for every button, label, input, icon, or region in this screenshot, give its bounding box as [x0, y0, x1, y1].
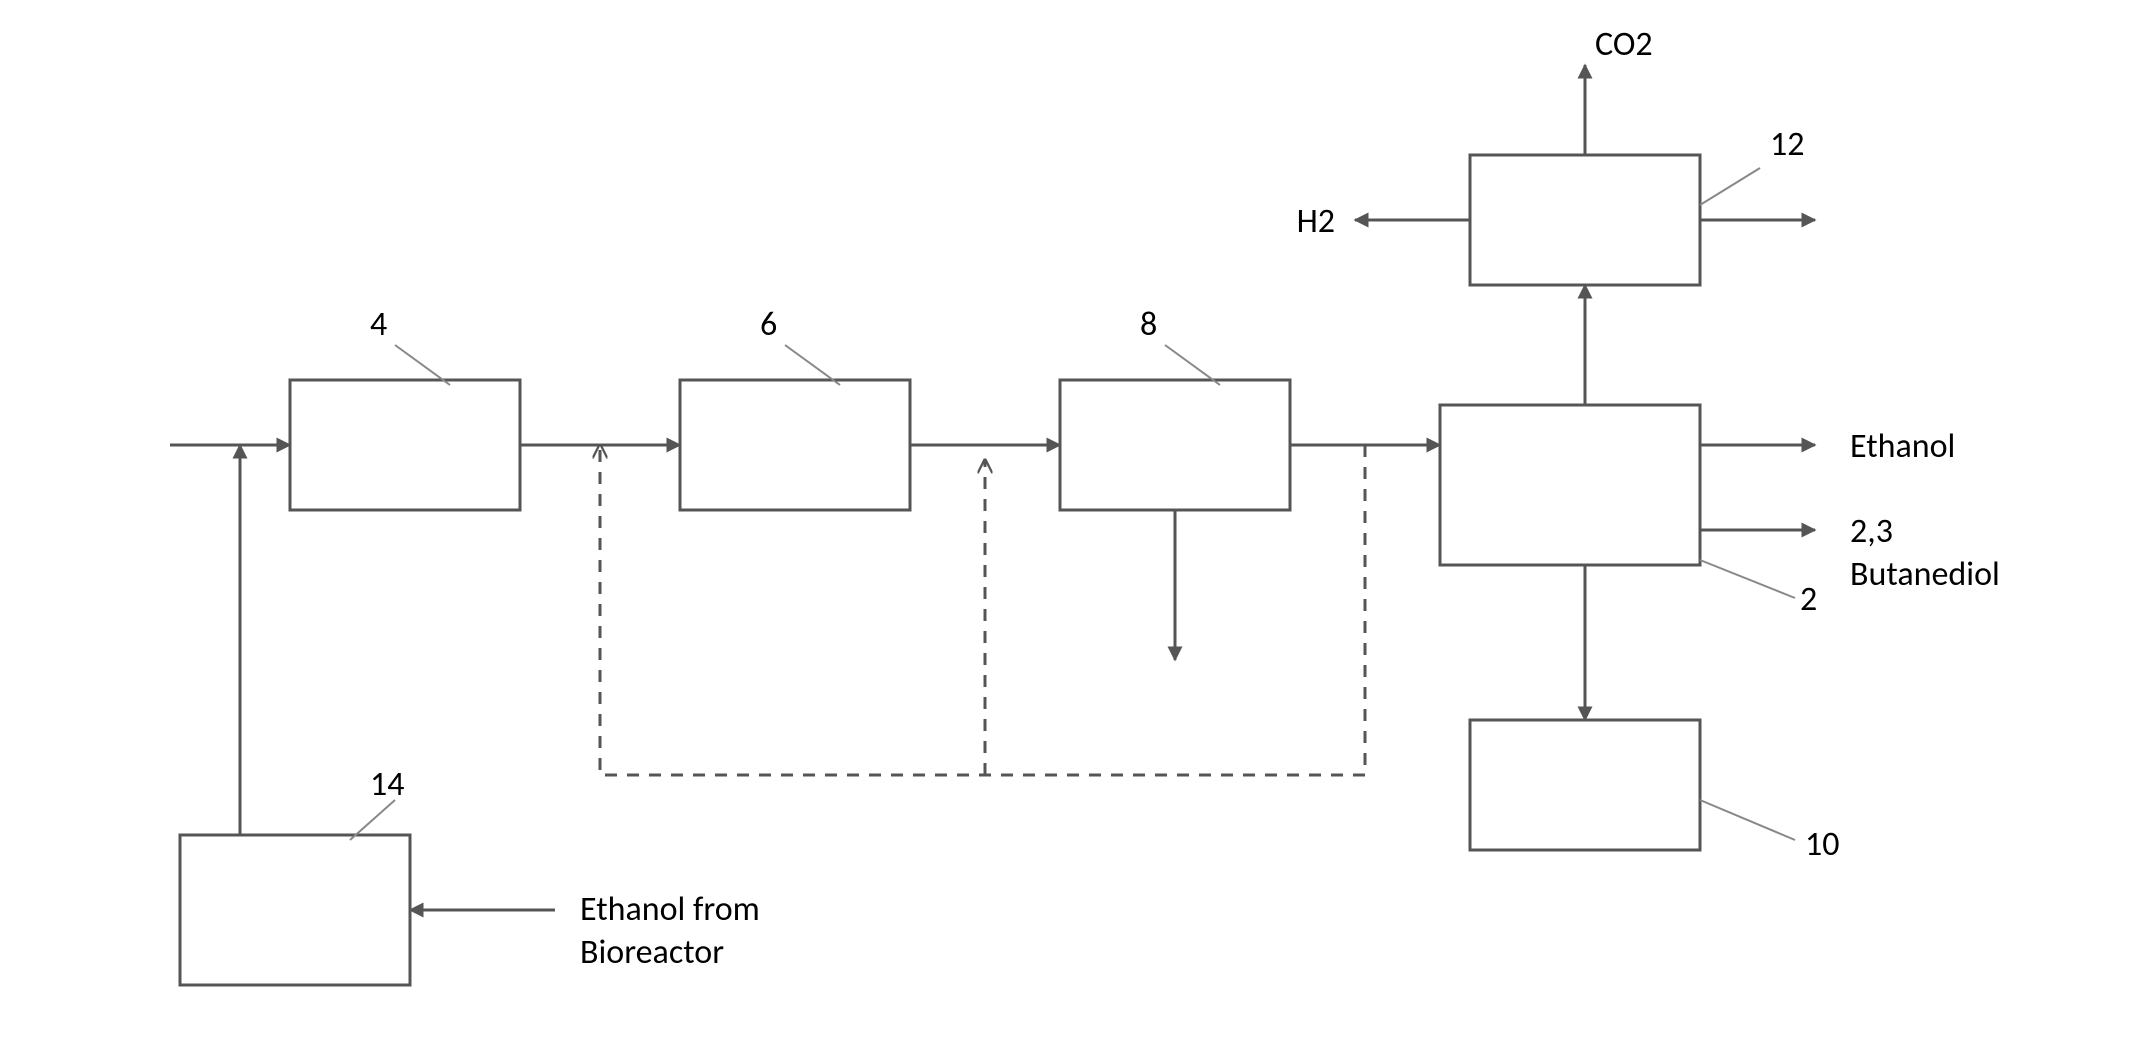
- node-n8: [1060, 380, 1290, 510]
- text-lbl_eth: Ethanol: [1850, 426, 1955, 467]
- node-label-n2: 2: [1800, 579, 1817, 620]
- node-n6: [680, 380, 910, 510]
- text-lbl_ethfrom1: Ethanol from: [580, 889, 760, 930]
- leader-n10: [1700, 800, 1795, 840]
- node-label-n6: 6: [760, 304, 777, 345]
- node-n10: [1470, 720, 1700, 850]
- node-label-n14: 14: [370, 764, 404, 805]
- leader-n2: [1700, 560, 1795, 598]
- text-lbl_bdo2: Butanediol: [1850, 554, 2000, 595]
- node-label-n10: 10: [1805, 824, 1839, 865]
- node-label-n4: 4: [370, 304, 387, 345]
- text-lbl_co2: CO2: [1595, 24, 1653, 65]
- node-label-n12: 12: [1770, 124, 1804, 165]
- node-label-n8: 8: [1140, 304, 1157, 345]
- text-lbl_h2: H2: [1297, 201, 1335, 242]
- node-n2: [1440, 405, 1700, 565]
- node-n4: [290, 380, 520, 510]
- text-lbl_ethfrom2: Bioreactor: [580, 932, 724, 973]
- node-n14: [180, 835, 410, 985]
- node-n12: [1470, 155, 1700, 285]
- leader-n12: [1700, 168, 1760, 205]
- text-lbl_bdo1: 2,3: [1850, 511, 1893, 552]
- edge-recycle: [600, 445, 1365, 775]
